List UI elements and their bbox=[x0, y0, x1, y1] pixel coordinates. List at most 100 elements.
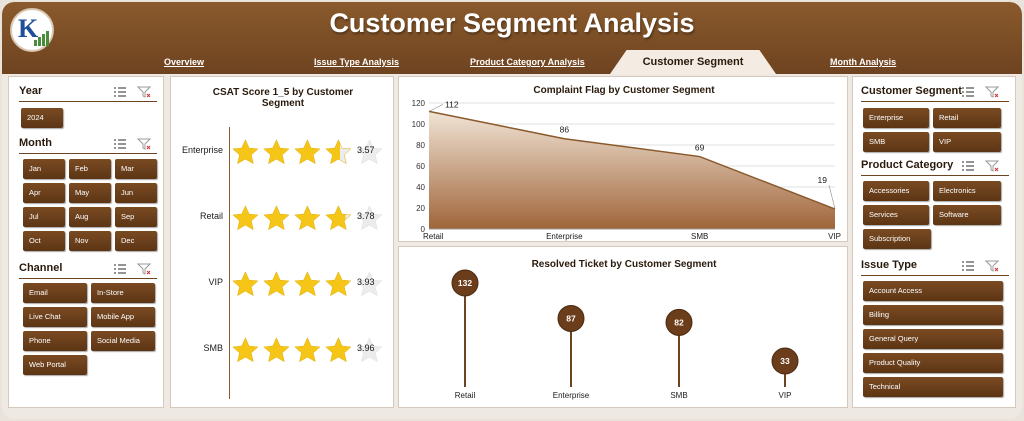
slicer-item-account-access[interactable]: Account Access bbox=[863, 281, 1003, 301]
slicer-item-jan[interactable]: Jan bbox=[23, 159, 65, 179]
csat-segment-label-smb: SMB bbox=[203, 343, 223, 353]
slicer-item-2024[interactable]: 2024 bbox=[21, 108, 63, 128]
star-icon bbox=[294, 337, 321, 363]
star-icon bbox=[232, 337, 259, 363]
multi-select-icon[interactable] bbox=[113, 138, 127, 150]
resolved-x-label-enterprise: Enterprise bbox=[553, 391, 590, 400]
complaint-data-label-retail: 112 bbox=[445, 99, 459, 109]
star-icon bbox=[356, 271, 383, 297]
page-title: Customer Segment Analysis bbox=[329, 8, 695, 38]
csat-segment-label-vip: VIP bbox=[208, 277, 223, 287]
slicer-item-phone[interactable]: Phone bbox=[23, 331, 87, 351]
clear-filter-icon[interactable] bbox=[985, 160, 999, 172]
clear-filter-icon[interactable] bbox=[137, 138, 151, 150]
slicer-item-social-media[interactable]: Social Media bbox=[91, 331, 155, 351]
tab-overview[interactable]: Overview bbox=[164, 57, 205, 67]
multi-select-icon[interactable] bbox=[113, 263, 127, 275]
multi-select-icon[interactable] bbox=[113, 86, 127, 98]
tab-month-analysis[interactable]: Month Analysis bbox=[830, 57, 897, 67]
year-slicer-title: Year bbox=[19, 85, 43, 97]
csat-value-smb: 3.96 bbox=[357, 343, 375, 353]
slicer-item-web-portal[interactable]: Web Portal bbox=[23, 355, 87, 375]
resolved-chart-title: Resolved Ticket by Customer Segment bbox=[532, 259, 718, 270]
slicer-item-vip[interactable]: VIP bbox=[933, 132, 1001, 152]
slicer-item-services[interactable]: Services bbox=[863, 205, 929, 225]
slicer-item-email[interactable]: Email bbox=[23, 283, 87, 303]
clear-filter-icon[interactable] bbox=[985, 260, 999, 272]
slicer-item-jul[interactable]: Jul bbox=[23, 207, 65, 227]
csat-chart-panel: CSAT Score 1_5 by Customer Segment Enter… bbox=[170, 76, 394, 408]
slicer-item-software[interactable]: Software bbox=[933, 205, 1001, 225]
clear-filter-icon[interactable] bbox=[985, 86, 999, 98]
y-tick-label: 100 bbox=[412, 120, 426, 129]
slicer-item-sep[interactable]: Sep bbox=[115, 207, 157, 227]
complaint-line bbox=[428, 110, 836, 210]
star-icon bbox=[325, 139, 352, 165]
slicer-item-aug[interactable]: Aug bbox=[69, 207, 111, 227]
star-icon bbox=[356, 205, 383, 231]
slicer-item-technical[interactable]: Technical bbox=[863, 377, 1003, 397]
resolved-data-label-vip: 33 bbox=[780, 356, 790, 366]
csat-stars-retail bbox=[232, 205, 383, 231]
slicer-item-smb[interactable]: SMB bbox=[863, 132, 929, 152]
star-icon bbox=[325, 271, 352, 297]
star-icon bbox=[294, 205, 321, 231]
slicer-item-product-quality[interactable]: Product Quality bbox=[863, 353, 1003, 373]
resolved-chart-panel: Resolved Ticket by Customer Segment 132 Re… bbox=[398, 246, 848, 408]
star-icon bbox=[263, 205, 290, 231]
slicer-item-electronics[interactable]: Electronics bbox=[933, 181, 1001, 201]
slicer-item-billing[interactable]: Billing bbox=[863, 305, 1003, 325]
csat-segment-label-enterprise: Enterprise bbox=[181, 145, 223, 155]
issue-type-slicer-title: Issue Type bbox=[861, 259, 918, 271]
csat-title-line1: CSAT Score 1_5 by Customer bbox=[212, 87, 354, 98]
y-tick-label: 40 bbox=[416, 183, 425, 192]
y-tick-label: 120 bbox=[412, 99, 426, 108]
star-icon bbox=[232, 139, 259, 165]
tab-issue-type-analysis[interactable]: Issue Type Analysis bbox=[314, 57, 400, 67]
slicer-item-retail[interactable]: Retail bbox=[933, 108, 1001, 128]
slicer-item-apr[interactable]: Apr bbox=[23, 183, 65, 203]
tab-product-category-analysis[interactable]: Product Category Analysis bbox=[470, 57, 585, 67]
resolved-data-label-retail: 132 bbox=[458, 278, 472, 288]
slicer-item-in-store[interactable]: In-Store bbox=[91, 283, 155, 303]
multi-select-icon[interactable] bbox=[961, 160, 975, 172]
resolved-data-label-smb: 82 bbox=[674, 317, 684, 327]
slicer-item-feb[interactable]: Feb bbox=[69, 159, 111, 179]
slicer-item-accessories[interactable]: Accessories bbox=[863, 181, 929, 201]
clear-filter-icon[interactable] bbox=[137, 86, 151, 98]
slicer-item-may[interactable]: May bbox=[69, 183, 111, 203]
x-tick-label-smb: SMB bbox=[691, 232, 708, 241]
resolved-data-label-enterprise: 87 bbox=[566, 313, 576, 323]
slicer-item-mobile-app[interactable]: Mobile App bbox=[91, 307, 155, 327]
y-tick-label: 80 bbox=[416, 141, 425, 150]
clear-filter-icon[interactable] bbox=[137, 263, 151, 275]
lollipop-head-enterprise bbox=[557, 304, 585, 332]
slicer-item-oct[interactable]: Oct bbox=[23, 231, 65, 251]
resolved-lollipop-chart: Resolved Ticket by Customer Segment 132 Re… bbox=[451, 259, 799, 400]
company-logo: K bbox=[10, 8, 54, 52]
slicer-item-general-query[interactable]: General Query bbox=[863, 329, 1003, 349]
multi-select-icon[interactable] bbox=[961, 260, 975, 272]
multi-select-icon[interactable] bbox=[961, 86, 975, 98]
slicer-item-dec[interactable]: Dec bbox=[115, 231, 157, 251]
slicer-item-nov[interactable]: Nov bbox=[69, 231, 111, 251]
slicer-item-enterprise[interactable]: Enterprise bbox=[863, 108, 929, 128]
lollipop-head-retail bbox=[451, 269, 479, 297]
month-slicer-title: Month bbox=[19, 137, 52, 149]
csat-stars-smb bbox=[232, 337, 383, 363]
slicer-item-mar[interactable]: Mar bbox=[115, 159, 157, 179]
csat-value-vip: 3.93 bbox=[357, 277, 375, 287]
right-slicer-panel: Customer Segment Enterprise Retail SMB V… bbox=[852, 76, 1016, 408]
header-bar: K Customer Segment Analysis Overview Iss… bbox=[2, 2, 1022, 74]
month-slicer-divider bbox=[19, 153, 157, 154]
complaint-chart-panel: Complaint Flag by Customer Segment 0 20 40 6… bbox=[398, 76, 848, 242]
year-slicer-divider bbox=[19, 101, 157, 102]
lollipop-head-smb bbox=[665, 308, 693, 336]
slicer-item-subscription[interactable]: Subscription bbox=[863, 229, 931, 249]
csat-stars-enterprise bbox=[232, 139, 383, 165]
slicer-item-jun[interactable]: Jun bbox=[115, 183, 157, 203]
tab-customer-segment[interactable]: Customer Segment bbox=[610, 50, 776, 74]
slicer-item-live-chat[interactable]: Live Chat bbox=[23, 307, 87, 327]
star-icon bbox=[294, 271, 321, 297]
